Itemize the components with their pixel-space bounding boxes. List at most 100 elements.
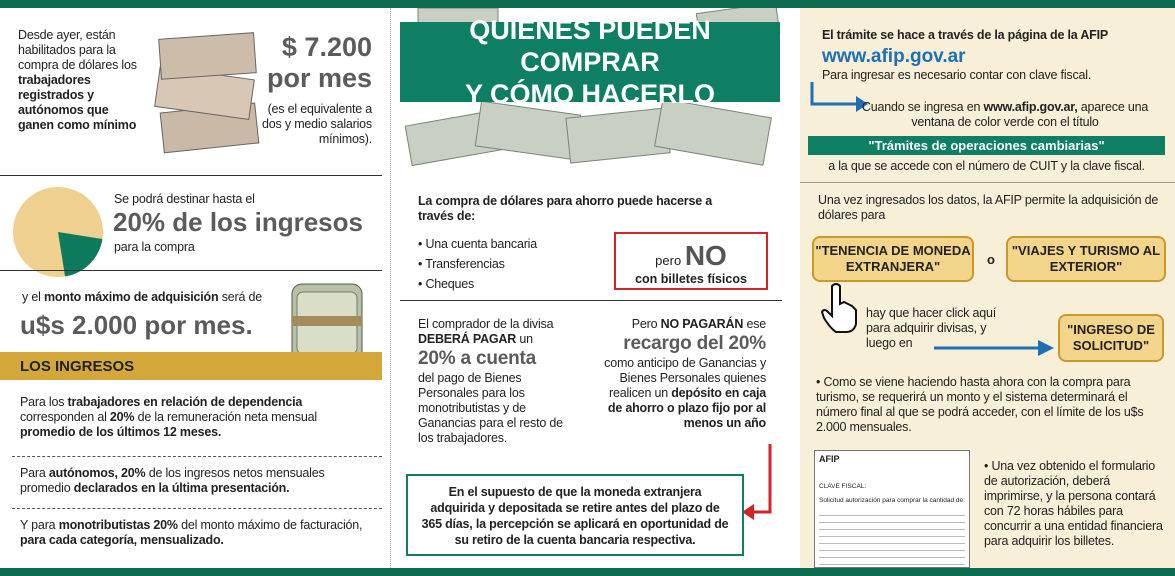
tenencia-button[interactable]: "TENENCIA DE MONEDA EXTRANJERA"	[812, 236, 974, 282]
amount-line: $ 7.200	[281, 32, 372, 62]
bold-text: trabajadores en relación de dependencia	[67, 395, 303, 409]
text: Para los	[20, 395, 68, 409]
money-roll-image	[291, 283, 363, 363]
dashed-divider	[12, 456, 382, 457]
text: Desde ayer, están habilitados para la co…	[18, 28, 137, 72]
term-note: En el supuesto de que la moneda extranje…	[406, 474, 744, 556]
buyer-text: El comprador de la divisa DEBERÁ PAGAR u…	[418, 317, 568, 347]
or-text: o	[987, 252, 995, 267]
solicitud-button[interactable]: "INGRESO DE SOLICITUD"	[1058, 314, 1164, 362]
text: Transferencias	[425, 257, 505, 271]
bullet-item: • Transferencias	[418, 257, 505, 271]
pie-highlight: 20% de los ingresos	[113, 207, 363, 237]
dashed-divider	[12, 508, 382, 509]
buyer-highlight: 20% a cuenta	[418, 348, 536, 369]
text: Cheques	[425, 277, 475, 291]
bold-text: para cada categoría, mensualizado.	[20, 533, 224, 547]
text: corresponden al	[20, 410, 110, 424]
exempt-text: como anticipo de Ganancias y Bienes Pers…	[598, 356, 766, 431]
max-text: y el monto máximo de adquisición será de	[22, 290, 282, 305]
money-stack-image	[154, 32, 260, 154]
text: de la remuneración neta mensual	[134, 410, 318, 424]
blue-arrow	[934, 340, 1054, 356]
income-item: Para los trabajadores en relación de dep…	[20, 395, 370, 440]
text: Pero	[631, 317, 661, 331]
text: Para	[20, 466, 49, 480]
box-text: con billetes físicos	[635, 272, 747, 286]
form-label: CLAVE FISCAL:	[819, 483, 867, 490]
text: un	[516, 332, 533, 346]
column-separator	[390, 8, 391, 568]
text: aparece una ventana de color verde con e…	[911, 100, 1149, 129]
box-highlight: NO	[684, 240, 727, 271]
text: de los ingresos netos mensuales promedio	[20, 466, 325, 495]
right-heading: El trámite se hace a través de la página…	[822, 28, 1108, 42]
pie-chart	[13, 187, 103, 277]
divider	[0, 270, 382, 271]
website-note: Para ingresar es necesario contar con cl…	[822, 68, 1092, 82]
bold-text: 20%	[109, 410, 135, 424]
top-band	[0, 0, 1175, 8]
amount-text: • Como se viene haciendo hasta ahora con…	[816, 375, 1144, 434]
text: Una cuenta bancaria	[425, 237, 538, 251]
access-text: a la que se accede con el número de CUIT…	[828, 159, 1145, 173]
income-item: Y para monotributistas 20% del monto máx…	[20, 518, 370, 548]
text: del monto máximo de facturación,	[177, 518, 363, 532]
form-logo: AFIP	[819, 454, 840, 464]
blue-arrow	[810, 82, 868, 112]
hand-cursor	[820, 283, 857, 333]
box-text: pero	[655, 253, 682, 268]
main-title: QUIÉNES PUEDEN COMPRAR Y CÓMO HACERLO	[400, 15, 780, 109]
bold-text: www.afip.gov.ar,	[983, 100, 1078, 114]
bold-text: NO PAGARÁN	[660, 317, 744, 331]
website: www.afip.gov.ar	[822, 46, 966, 67]
text: como anticipo de Ganancias y Bienes Pers…	[604, 356, 766, 400]
viajes-button[interactable]: "VIAJES Y TURISMO AL EXTERIOR"	[1006, 236, 1166, 282]
form-label: Solicitud autorización para comprar la c…	[819, 497, 965, 504]
purpose-text: Una vez ingresados los datos, la AFIP pe…	[818, 193, 1159, 222]
bottom-band	[0, 568, 1175, 576]
note-box: pero NO con billetes físicos	[614, 232, 768, 290]
form-image: AFIP CLAVE FISCAL: Solicitud autorizació…	[814, 450, 970, 568]
max-highlight: u$s 2.000 por mes.	[20, 310, 253, 340]
text: ese	[743, 317, 766, 331]
title-line: QUIÉNES PUEDEN COMPRAR	[469, 15, 711, 77]
text: será de	[218, 290, 263, 304]
form-text: • Una vez obtenido el formulario de auto…	[984, 459, 1163, 548]
bold-text: promedio de los últimos 12 meses.	[20, 425, 222, 439]
green-window-title: "Trámites de operaciones cambiarias"	[808, 136, 1165, 155]
bullet-list: • Una cuenta bancaria • Transferencias • C…	[418, 234, 537, 294]
exempt-highlight: recargo del 20%	[623, 333, 766, 354]
bold-text: DEBERÁ PAGAR	[418, 332, 517, 346]
pie-text: Se podrá destinar hasta el	[114, 192, 255, 206]
divider	[400, 300, 782, 301]
text: Cuando se ingresa en	[861, 100, 984, 114]
money-image	[404, 8, 781, 167]
pie-slice	[58, 232, 103, 277]
bold-text: autónomos, 20%	[48, 466, 146, 480]
title-line: Y CÓMO HACERLO	[464, 79, 715, 109]
text: Y para	[20, 518, 59, 532]
red-arrow	[742, 444, 772, 520]
exempt-text: Pero NO PAGARÁN ese	[598, 317, 766, 332]
bullet-item: • Una cuenta bancaria	[418, 237, 538, 251]
login-text: Cuando se ingresa en www.afip.gov.ar, ap…	[860, 100, 1150, 130]
income-item: Para autónomos, 20% de los ingresos neto…	[20, 466, 370, 496]
divider	[0, 175, 382, 176]
left-intro: Desde ayer, están habilitados para la co…	[18, 28, 146, 133]
bold-text: monto máximo de adquisición	[43, 290, 219, 304]
form-lines	[819, 509, 965, 567]
bullet-item: • Cheques	[418, 277, 475, 291]
divider	[800, 182, 1175, 183]
lead: La compra de dólares para ahorro puede h…	[418, 194, 712, 223]
buyer-paragraph: El comprador de la divisa DEBERÁ PAGAR u…	[418, 317, 568, 446]
buyer-text: del pago de Bienes Personales para los m…	[418, 371, 563, 445]
bold-text: trabajadores registrados y autónomos que…	[18, 73, 137, 132]
pie-text: para la compra	[114, 240, 195, 254]
amount-line: por mes	[266, 63, 372, 93]
amount: $ 7.200 por mes	[262, 32, 372, 94]
bold-text: depósito en caja de ahorro o plazo fijo …	[607, 386, 766, 430]
section-bar: LOS INGRESOS	[0, 352, 382, 380]
amount-note: (es el equivalente a dos y medio salario…	[262, 102, 372, 146]
